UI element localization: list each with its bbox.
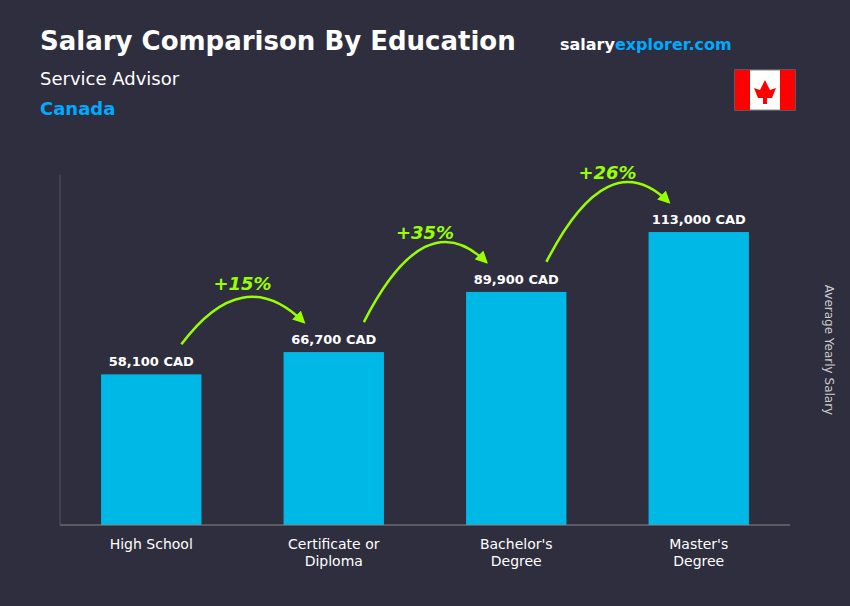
value-label: 66,700 CAD [291,332,376,347]
bar [101,374,201,525]
annotations: +15% +35% +26% [181,162,668,344]
value-label: 113,000 CAD [652,212,746,227]
x-tick-label-line: Master's [669,536,728,552]
pct-arrow [364,242,486,322]
pct-arrow [546,182,668,262]
value-label: 89,900 CAD [474,272,559,287]
flag-leaf [754,80,776,104]
x-tick-label: Certificate orDiploma [288,536,380,569]
flag [735,70,795,110]
y-axis-line [60,175,61,525]
value-label: 58,100 CAD [109,354,194,369]
x-tick-label-line: Bachelor's [480,536,553,552]
x-tick-label-line: High School [110,536,193,552]
flag-band [735,70,750,110]
subtitle: Service Advisor [40,68,180,89]
chart: Salary Comparison By Education Service Ad… [0,0,850,606]
pct-label: +15% [213,273,271,294]
x-tick-label-line: Certificate or [288,536,380,552]
x-tick-label-line: Diploma [305,553,363,569]
pct-label: +35% [396,222,454,243]
bar [649,232,749,525]
x-axis-line [60,525,790,526]
bar [284,352,384,525]
brand-part: explorer.com [615,35,732,54]
title: Salary Comparison By Education [40,26,516,56]
brand: salaryexplorer.com [560,35,732,54]
x-tick-label: Master'sDegree [669,536,728,569]
background [0,0,850,606]
x-tick-label: High School [110,536,193,552]
brand-part: salary [560,35,615,54]
pct-label: +26% [578,162,636,183]
bars [101,232,749,525]
x-tick-label: Bachelor'sDegree [480,536,553,569]
flag-band [780,70,795,110]
y-axis-label: Average Yearly Salary [822,285,836,415]
x-tick-label-line: Degree [491,553,542,569]
bar [466,292,566,525]
flag-field [735,70,795,110]
chart-container: Salary Comparison By Education Service Ad… [0,0,850,606]
pct-arrow [181,297,303,345]
x-tick-label-line: Degree [673,553,724,569]
subtitle: Canada [40,98,115,119]
